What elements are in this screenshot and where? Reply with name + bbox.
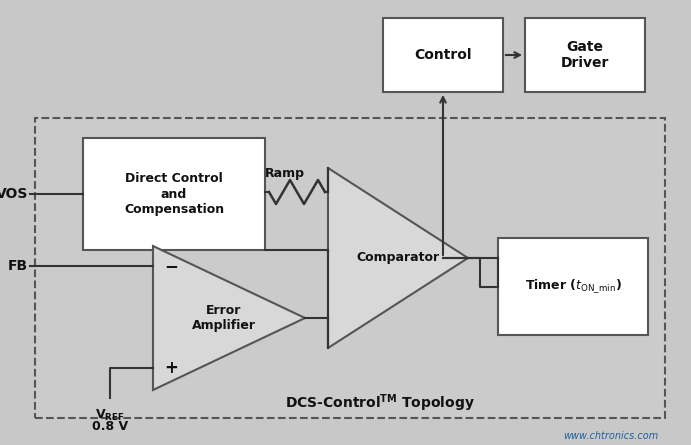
Bar — [525, 18, 645, 92]
Text: VOS: VOS — [0, 187, 28, 201]
Text: $\mathbf{V_{REF}}$: $\mathbf{V_{REF}}$ — [95, 408, 125, 423]
Text: Gate
Driver: Gate Driver — [561, 40, 609, 70]
Text: Timer ($t_{\mathsf{ON\_min}}$): Timer ($t_{\mathsf{ON\_min}}$) — [524, 278, 621, 295]
Text: Ramp: Ramp — [265, 167, 305, 181]
Text: 0.8 V: 0.8 V — [92, 420, 128, 433]
Polygon shape — [153, 246, 305, 390]
Bar — [83, 138, 265, 250]
Text: Direct Control
and
Compensation: Direct Control and Compensation — [124, 173, 224, 215]
Text: −: − — [164, 257, 178, 275]
Text: Comparator: Comparator — [357, 251, 439, 264]
Text: Error
Amplifier: Error Amplifier — [192, 304, 256, 332]
Text: www.chtronics.com: www.chtronics.com — [562, 431, 658, 441]
Text: FB: FB — [8, 259, 28, 273]
Text: +: + — [164, 359, 178, 377]
Polygon shape — [328, 168, 468, 348]
Bar — [35, 118, 665, 418]
Text: Control: Control — [414, 48, 472, 62]
Text: DCS-Control$^{\mathbf{TM}}$ Topology: DCS-Control$^{\mathbf{TM}}$ Topology — [285, 392, 475, 414]
Bar — [498, 238, 648, 335]
Bar — [383, 18, 503, 92]
